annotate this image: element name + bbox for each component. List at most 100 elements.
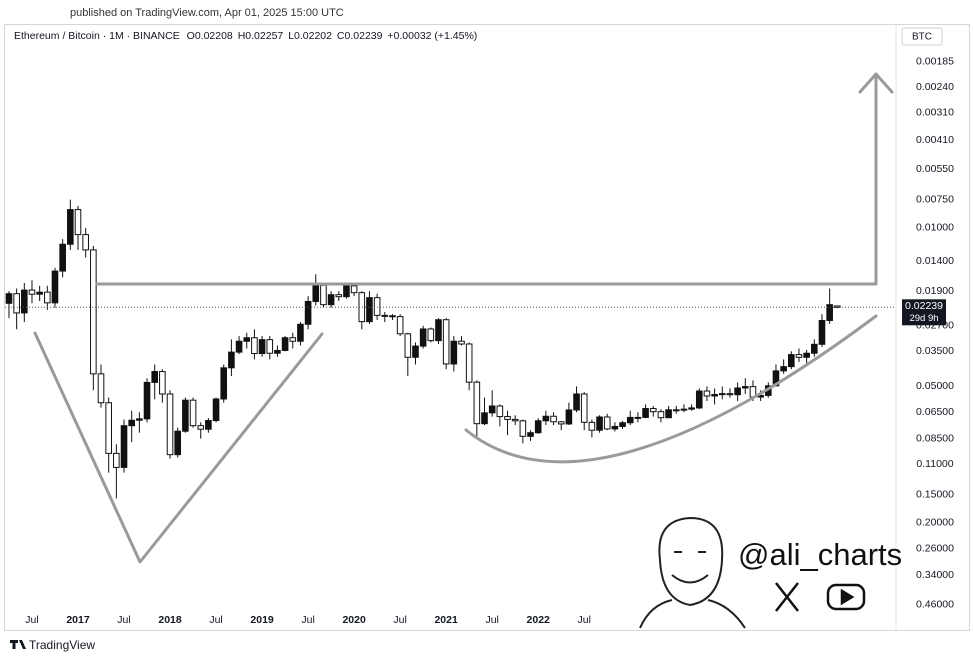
candle-body — [511, 418, 519, 422]
candle-body — [534, 420, 542, 434]
candle-body — [442, 319, 450, 365]
right-cup — [464, 314, 878, 464]
x-tick-label: Jul — [393, 614, 406, 626]
candle-body — [780, 366, 787, 372]
candle-body — [44, 291, 51, 304]
drawings — [33, 72, 894, 564]
candle-body — [557, 421, 565, 425]
candle-body — [588, 421, 596, 431]
candle-body — [312, 284, 320, 302]
x-icon — [775, 582, 799, 612]
candle-body — [718, 393, 726, 396]
candle-body — [404, 333, 412, 358]
candle-body — [358, 292, 366, 323]
candle-body — [573, 393, 580, 411]
candle-body — [281, 337, 289, 351]
y-unit: BTC — [912, 32, 932, 43]
avatar — [639, 516, 746, 629]
candle-body — [166, 393, 174, 456]
candle-body — [289, 337, 297, 342]
candle-body — [373, 297, 381, 316]
y-tick-label: 0.00750 — [916, 193, 954, 205]
candle-body — [711, 394, 718, 397]
candle-body — [82, 234, 89, 251]
candle-body — [611, 425, 619, 430]
candle-body — [580, 393, 588, 423]
candle-body — [642, 408, 649, 418]
candle-body — [59, 243, 66, 272]
candle-body — [343, 285, 350, 298]
candle-body — [266, 339, 274, 354]
candle-body — [465, 343, 473, 383]
candle-body — [795, 354, 803, 358]
candle-body — [350, 285, 358, 294]
x-tick-label: 2019 — [250, 614, 274, 626]
candle-body — [419, 328, 427, 347]
y-tick-label: 0.01400 — [916, 255, 954, 267]
y-tick-label: 0.00310 — [916, 106, 954, 118]
candle-body — [205, 420, 212, 430]
candle-body — [90, 249, 97, 375]
x-tick-label: 2018 — [158, 614, 182, 626]
y-tick-label: 0.01900 — [916, 285, 954, 297]
candle-body — [734, 387, 741, 396]
candle-body — [788, 354, 795, 368]
candle-body — [565, 409, 573, 425]
candle-body — [550, 415, 557, 423]
candle-body — [427, 328, 435, 342]
legend-o: O — [187, 30, 195, 42]
arrow-head — [858, 72, 894, 94]
published-note: published on TradingView.com, Apr 01, 20… — [70, 7, 344, 19]
candle-body — [220, 367, 228, 400]
candle-body — [320, 284, 327, 306]
candle-body — [327, 294, 335, 306]
candle-body — [159, 371, 166, 395]
candle-body — [703, 390, 711, 397]
candle-body — [366, 297, 373, 323]
candle-body — [657, 411, 665, 419]
candle-body — [212, 398, 220, 422]
candle-body — [143, 381, 151, 420]
legend: Ethereum / Bitcoin · 1M · BINANCE O0.022… — [14, 30, 477, 42]
y-tick-label: 0.05000 — [916, 380, 954, 392]
y-tick-label: 0.15000 — [916, 488, 954, 500]
y-tick-label: 0.03500 — [916, 345, 954, 357]
avatar-shoulders — [639, 599, 746, 629]
legend-l: L — [288, 30, 294, 42]
candle-body — [258, 339, 266, 355]
candle-body — [36, 291, 43, 295]
candle-body — [51, 270, 59, 304]
candle-body — [481, 412, 488, 425]
candle-body — [527, 432, 534, 437]
candle-body — [688, 407, 695, 410]
candle-body — [496, 405, 504, 418]
legend-high: 0.02257 — [245, 30, 283, 42]
candle-body — [396, 316, 404, 335]
y-tick-label: 0.20000 — [916, 517, 954, 529]
avatar-head — [658, 516, 724, 607]
social-icons — [775, 582, 866, 612]
candle-body — [251, 337, 258, 355]
candle-body — [235, 340, 243, 353]
candle-body — [542, 415, 550, 422]
candle-body — [304, 300, 312, 325]
candle-body — [680, 408, 688, 411]
legend-open: 0.02208 — [195, 30, 233, 42]
candle-body — [634, 416, 642, 419]
candle-body — [826, 304, 833, 321]
price-tag-value: 0.02239 — [905, 300, 943, 312]
candle-body — [726, 393, 734, 396]
unit-box — [901, 27, 943, 46]
candle-body — [626, 416, 634, 424]
candle-body — [811, 343, 818, 354]
x-tick-label: Jul — [209, 614, 222, 626]
candle-body — [136, 418, 143, 421]
legend-low: 0.02202 — [294, 30, 332, 42]
y-tick-label: 0.08500 — [916, 432, 954, 444]
candle-body — [228, 351, 235, 369]
plot — [5, 199, 896, 499]
left-v — [33, 331, 324, 564]
y-tick-label: 0.00550 — [916, 163, 954, 175]
candle-body — [189, 399, 197, 427]
